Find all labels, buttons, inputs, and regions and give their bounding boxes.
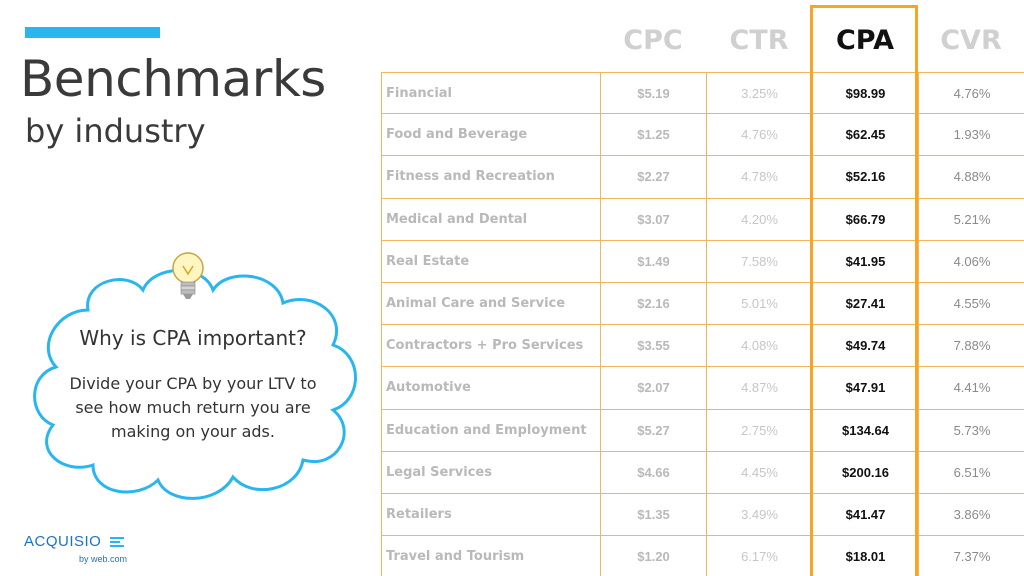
ctr-cell: 4.45% bbox=[707, 451, 813, 493]
cpc-cell: $1.49 bbox=[601, 240, 707, 282]
cpc-cell: $1.25 bbox=[601, 114, 707, 156]
ctr-cell: 4.78% bbox=[707, 156, 813, 198]
cpc-cell: $3.07 bbox=[601, 198, 707, 240]
page-title: Benchmarks bbox=[20, 50, 326, 108]
cvr-cell: 1.93% bbox=[953, 127, 991, 143]
cpa-cell: $41.95 bbox=[813, 240, 919, 282]
cpa-cell: $27.41 bbox=[813, 282, 919, 325]
cvr-cell: 4.55% bbox=[953, 296, 991, 312]
table-row: Fitness and Recreation $2.27 4.78% $52.1… bbox=[382, 156, 1024, 199]
cpa-column-highlight bbox=[810, 5, 918, 576]
cvr-cell: 7.37% bbox=[953, 549, 991, 565]
industry-cell: Financial bbox=[382, 73, 601, 114]
callout-body: Divide your CPA by your LTV to see how m… bbox=[69, 374, 317, 441]
cpc-cell: $5.27 bbox=[601, 409, 707, 451]
cpc-cell: $2.07 bbox=[601, 367, 707, 409]
cpc-cell: $5.19 bbox=[601, 73, 707, 114]
cvr-cell: 4.41% bbox=[953, 380, 991, 396]
cvr-cell: 3.86% bbox=[953, 506, 991, 522]
industry-cell: Fitness and Recreation bbox=[382, 156, 601, 198]
cvr-cell: 7.88% bbox=[953, 338, 991, 354]
industry-cell: Automotive bbox=[382, 367, 601, 409]
cpa-cell: $62.45 bbox=[813, 114, 919, 156]
cpc-cell: $2.16 bbox=[601, 282, 707, 325]
cpc-cell: $1.35 bbox=[601, 493, 707, 536]
cpa-cell: $47.91 bbox=[813, 367, 919, 409]
cvr-cell: 4.76% bbox=[953, 85, 991, 101]
cvr-cell: 5.73% bbox=[953, 422, 991, 438]
ctr-cell: 2.75% bbox=[707, 409, 813, 451]
table-row: Food and Beverage $1.25 4.76% $62.45 1.9… bbox=[382, 114, 1024, 157]
table-row: Medical and Dental $3.07 4.20% $66.79 5.… bbox=[382, 198, 1024, 241]
ctr-cell: 5.01% bbox=[707, 282, 813, 325]
table-row: Real Estate $1.49 7.58% $41.95 4.06% bbox=[382, 240, 1024, 283]
industry-cell: Medical and Dental bbox=[382, 198, 601, 240]
cpa-cell: $200.16 bbox=[813, 451, 919, 493]
industry-cell: Legal Services bbox=[382, 451, 601, 493]
industry-cell: Retailers bbox=[382, 493, 601, 536]
ctr-cell: 6.17% bbox=[707, 536, 813, 576]
cpa-cell: $52.16 bbox=[813, 156, 919, 198]
column-header-ctr: CTR bbox=[729, 25, 789, 56]
logo-brand: ACQUISIO bbox=[24, 533, 102, 551]
column-header-cvr: CVR bbox=[940, 25, 1002, 56]
benchmark-table: Financial $5.19 3.25% $98.99 4.76% Food … bbox=[381, 72, 1024, 576]
acquisio-logo: ACQUISIO by web.com bbox=[24, 533, 127, 564]
cpa-cell: $41.47 bbox=[813, 493, 919, 536]
table-row: Contractors + Pro Services $3.55 4.08% $… bbox=[382, 325, 1024, 368]
cpc-cell: $1.20 bbox=[601, 536, 707, 576]
cpa-cell: $98.99 bbox=[813, 73, 919, 114]
table-row: Education and Employment $5.27 2.75% $13… bbox=[382, 409, 1024, 452]
table-row: Animal Care and Service $2.16 5.01% $27.… bbox=[382, 282, 1024, 326]
cvr-cell: 4.88% bbox=[953, 169, 991, 185]
logo-byline: by web.com bbox=[79, 554, 128, 564]
cvr-cell: 6.51% bbox=[953, 464, 991, 480]
industry-cell: Education and Employment bbox=[382, 409, 601, 451]
table-header: CPC CTR CPA CVR bbox=[600, 25, 1024, 65]
industry-cell: Contractors + Pro Services bbox=[382, 325, 601, 367]
ctr-cell: 4.20% bbox=[707, 198, 813, 240]
table-row: Automotive $2.07 4.87% $47.91 4.41% bbox=[382, 367, 1024, 410]
cloud-callout-shape bbox=[33, 269, 357, 500]
industry-cell: Real Estate bbox=[382, 240, 601, 282]
lightbulb-icon bbox=[172, 252, 204, 299]
logo-lines-icon bbox=[109, 536, 126, 548]
cvr-cell: 4.06% bbox=[953, 253, 991, 269]
ctr-cell: 3.25% bbox=[707, 73, 813, 114]
ctr-cell: 4.08% bbox=[707, 325, 813, 367]
cpc-cell: $3.55 bbox=[601, 325, 707, 367]
cvr-cell: 5.21% bbox=[953, 211, 991, 227]
callout-title: Why is CPA important? bbox=[79, 326, 307, 350]
table-row: Retailers $1.35 3.49% $41.47 3.86% bbox=[382, 493, 1024, 537]
industry-cell: Travel and Tourism bbox=[382, 536, 601, 576]
page-subtitle: by industry bbox=[25, 112, 206, 150]
cpa-cell: $66.79 bbox=[813, 198, 919, 240]
ctr-cell: 4.76% bbox=[707, 114, 813, 156]
table-row: Legal Services $4.66 4.45% $200.16 6.51% bbox=[382, 451, 1024, 494]
cpc-cell: $2.27 bbox=[601, 156, 707, 198]
ctr-cell: 7.58% bbox=[707, 240, 813, 282]
cpa-cell: $18.01 bbox=[813, 536, 919, 576]
industry-cell: Animal Care and Service bbox=[382, 282, 601, 325]
title-accent-bar bbox=[25, 27, 160, 38]
cpa-cell: $49.74 bbox=[813, 325, 919, 367]
column-header-cpa: CPA bbox=[835, 25, 895, 56]
table-row: Travel and Tourism $1.20 6.17% $18.01 7.… bbox=[382, 536, 1024, 576]
column-header-cpc: CPC bbox=[623, 25, 683, 56]
cpa-cell: $134.64 bbox=[813, 409, 919, 451]
table-row: Financial $5.19 3.25% $98.99 4.76% bbox=[382, 72, 1024, 115]
cpc-cell: $4.66 bbox=[601, 451, 707, 493]
ctr-cell: 3.49% bbox=[707, 493, 813, 536]
industry-cell: Food and Beverage bbox=[382, 114, 601, 156]
ctr-cell: 4.87% bbox=[707, 367, 813, 409]
